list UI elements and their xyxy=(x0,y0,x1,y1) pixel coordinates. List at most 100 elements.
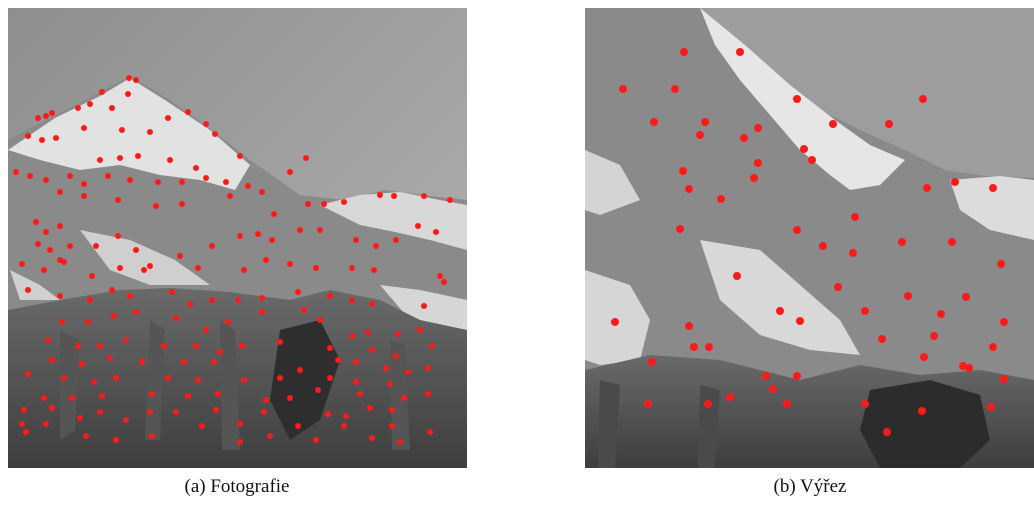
keypoint xyxy=(297,367,303,373)
keypoint xyxy=(349,265,355,271)
keypoint xyxy=(181,359,187,365)
keypoint xyxy=(237,439,243,445)
keypoint xyxy=(819,242,827,250)
keypoint xyxy=(644,400,652,408)
keypoint xyxy=(680,48,688,56)
keypoint xyxy=(25,371,31,377)
keypoint xyxy=(195,265,201,271)
keypoint xyxy=(349,297,355,303)
keypoint xyxy=(109,287,115,293)
keypoint xyxy=(341,199,347,205)
keypoint xyxy=(301,307,307,313)
keypoint xyxy=(611,318,619,326)
keypoint xyxy=(447,197,453,203)
keypoint xyxy=(401,395,407,401)
keypoint xyxy=(53,135,59,141)
keypoint xyxy=(77,415,83,421)
keypoint xyxy=(369,435,375,441)
keypoint xyxy=(800,145,808,153)
keypoint xyxy=(740,134,748,142)
keypoint xyxy=(405,369,411,375)
caption: (a) Fotografie xyxy=(185,476,290,497)
keypoint xyxy=(671,85,679,93)
keypoint xyxy=(701,118,709,126)
keypoint xyxy=(733,272,741,280)
keypoint xyxy=(185,393,191,399)
keypoint xyxy=(263,397,269,403)
keypoint xyxy=(395,331,401,337)
keypoint xyxy=(997,260,1005,268)
keypoint xyxy=(245,183,251,189)
keypoint xyxy=(783,400,791,408)
keypoint xyxy=(776,307,784,315)
keypoint xyxy=(167,157,173,163)
keypoint xyxy=(267,433,273,439)
keypoint xyxy=(215,391,221,397)
keypoint xyxy=(153,203,159,209)
keypoint xyxy=(287,169,293,175)
keypoint xyxy=(393,237,399,243)
keypoint xyxy=(271,211,277,217)
keypoint xyxy=(315,387,321,393)
keypoint xyxy=(762,372,770,380)
keypoint xyxy=(317,317,323,323)
keypoint xyxy=(83,433,89,439)
keypoint xyxy=(313,265,319,271)
keypoint xyxy=(951,178,959,186)
keypoint xyxy=(923,184,931,192)
keypoint xyxy=(147,409,153,415)
keypoint xyxy=(113,375,119,381)
keypoint xyxy=(259,189,265,195)
keypoint xyxy=(325,411,331,417)
keypoint xyxy=(241,267,247,273)
keypoint xyxy=(750,174,758,182)
keypoint xyxy=(920,353,928,361)
keypoint xyxy=(425,391,431,397)
keypoint xyxy=(353,359,359,365)
keypoint xyxy=(111,313,117,319)
keypoint xyxy=(754,124,762,132)
keypoint xyxy=(57,189,63,195)
keypoint xyxy=(43,113,49,119)
keypoint xyxy=(679,167,687,175)
keypoint xyxy=(147,263,153,269)
keypoint xyxy=(155,179,161,185)
keypoint xyxy=(433,229,439,235)
keypoint xyxy=(383,365,389,371)
keypoint xyxy=(81,125,87,131)
keypoint xyxy=(177,253,183,259)
keypoint xyxy=(49,110,55,116)
keypoint xyxy=(217,349,223,355)
keypoint xyxy=(185,109,191,115)
keypoint xyxy=(277,339,283,345)
keypoint xyxy=(227,193,233,199)
keypoint xyxy=(861,400,869,408)
keypoint xyxy=(808,156,816,164)
keypoint xyxy=(237,233,243,239)
keypoint xyxy=(61,259,67,265)
keypoint xyxy=(125,91,131,97)
keypoint xyxy=(99,89,105,95)
keypoint xyxy=(97,157,103,163)
keypoint xyxy=(269,237,275,243)
keypoint xyxy=(1000,318,1008,326)
keypoint xyxy=(237,421,243,427)
keypoint xyxy=(41,395,47,401)
keypoint xyxy=(149,433,155,439)
keypoint xyxy=(391,193,397,199)
keypoint xyxy=(161,343,167,349)
keypoint xyxy=(57,223,63,229)
keypoint xyxy=(91,379,97,385)
keypoint xyxy=(696,131,704,139)
keypoint xyxy=(81,181,87,187)
keypoint xyxy=(173,409,179,415)
keypoint xyxy=(327,375,333,381)
keypoint xyxy=(441,279,447,285)
keypoint xyxy=(429,343,435,349)
keypoint xyxy=(417,327,423,333)
keypoint xyxy=(13,169,19,175)
keypoint xyxy=(169,289,175,295)
keypoint xyxy=(75,105,81,111)
keypoint xyxy=(135,153,141,159)
keypoint xyxy=(861,307,869,315)
